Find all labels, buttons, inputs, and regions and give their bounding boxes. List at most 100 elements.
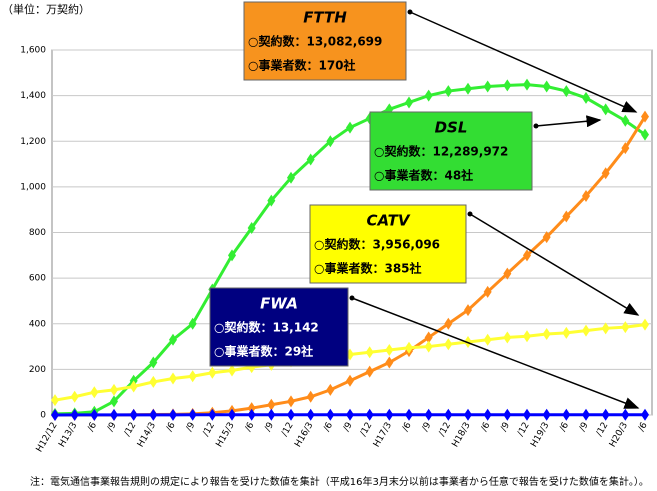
data-marker xyxy=(188,317,197,330)
data-marker xyxy=(306,153,315,166)
annotation-box xyxy=(209,287,349,367)
data-marker xyxy=(228,408,236,421)
data-marker xyxy=(641,408,649,421)
annotation: FTTH ○契約数：13,082,699 ○事業者数：170社 xyxy=(243,1,638,113)
data-marker xyxy=(267,194,276,207)
data-marker xyxy=(405,341,413,354)
annotation-line: ○事業者数：385社 xyxy=(314,261,422,276)
x-tick-label: /12 xyxy=(516,421,532,439)
annotation-arrow xyxy=(351,297,640,409)
arrow-dot xyxy=(349,295,355,301)
annotation-title: FWA xyxy=(260,295,298,313)
data-marker xyxy=(51,394,59,407)
data-marker xyxy=(542,408,551,421)
y-tick-label: 1,200 xyxy=(20,137,46,147)
data-marker xyxy=(228,249,236,262)
x-tick-label: /6 xyxy=(86,421,99,434)
y-tick-label: 1,000 xyxy=(20,182,46,192)
annotation-title: CATV xyxy=(366,212,410,230)
data-marker xyxy=(188,408,197,421)
data-marker xyxy=(326,135,335,148)
x-tick-label: H14/3 xyxy=(136,421,158,449)
data-marker xyxy=(621,114,630,127)
data-marker xyxy=(601,167,610,180)
data-marker xyxy=(149,375,158,388)
annotation: DSL ○契約数：12,289,972 ○事業者数：48社 xyxy=(369,111,602,191)
data-marker xyxy=(110,408,118,421)
footnote: 注：電気通信事業報告規則の規定により報告を受けた数値を集計（平成16年3月末分以… xyxy=(30,475,649,488)
data-marker xyxy=(346,408,354,421)
x-tick-label: H17/3 xyxy=(372,421,394,449)
data-marker xyxy=(483,285,492,298)
annotation-line: ○契約数：13,082,699 xyxy=(248,34,382,49)
data-marker xyxy=(503,79,512,92)
x-tick-label: /12 xyxy=(201,421,217,439)
data-marker xyxy=(51,408,59,421)
y-tick-label: 400 xyxy=(29,319,46,329)
x-tick-label: /9 xyxy=(499,421,512,434)
data-marker xyxy=(129,380,138,393)
data-marker xyxy=(582,91,590,104)
data-marker xyxy=(149,356,158,369)
data-marker xyxy=(326,408,335,421)
data-marker xyxy=(365,365,374,378)
data-marker xyxy=(444,408,453,421)
data-marker xyxy=(208,408,217,421)
unit-label: （単位：万契約） xyxy=(2,2,90,16)
x-tick-label: /6 xyxy=(243,421,256,434)
data-marker xyxy=(267,398,276,411)
data-marker xyxy=(267,408,276,421)
y-tick-label: 0 xyxy=(40,411,46,421)
data-marker xyxy=(483,80,492,93)
x-tick-label: /12 xyxy=(123,421,139,439)
data-marker xyxy=(483,408,492,421)
data-marker xyxy=(562,85,571,98)
data-marker xyxy=(287,171,295,184)
annotation: CATV ○契約数：3,956,096 ○事業者数：385社 xyxy=(309,204,640,316)
data-marker xyxy=(287,408,295,421)
x-tick-label: /6 xyxy=(637,421,650,434)
x-tick-label: /6 xyxy=(558,421,571,434)
data-marker xyxy=(542,328,551,341)
data-marker xyxy=(621,142,630,155)
annotation-title: DSL xyxy=(435,119,468,137)
data-marker xyxy=(503,267,512,280)
annotation-line: ○事業者数：170社 xyxy=(248,58,356,73)
x-tick-label: /6 xyxy=(479,421,492,434)
data-marker xyxy=(306,390,315,403)
y-tick-label: 1,600 xyxy=(20,46,46,56)
x-tick-label: /12 xyxy=(437,421,453,439)
data-marker xyxy=(542,80,551,93)
annotation-box xyxy=(369,111,533,191)
x-tick-label: /12 xyxy=(595,421,611,439)
data-marker xyxy=(562,326,571,339)
annotation-title: FTTH xyxy=(303,9,347,27)
arrow-dot xyxy=(533,123,539,129)
data-marker xyxy=(90,386,99,399)
data-marker xyxy=(523,408,531,421)
annotation-box xyxy=(309,204,467,284)
x-tick-label: H13/3 xyxy=(57,421,79,449)
x-tick-label: /9 xyxy=(263,421,276,434)
annotation: FWA ○契約数：13,142 ○事業者数：29社 xyxy=(209,287,640,409)
x-tick-label: H12/12 xyxy=(35,421,60,454)
data-marker xyxy=(346,374,354,387)
data-marker xyxy=(90,408,99,421)
data-marker xyxy=(444,317,453,330)
data-marker xyxy=(70,408,79,421)
annotation-arrow xyxy=(469,213,640,316)
data-marker xyxy=(523,78,531,91)
data-marker xyxy=(385,343,394,356)
data-marker xyxy=(641,318,649,331)
annotation-line: ○事業者数：29社 xyxy=(214,344,313,359)
x-tick-label: /9 xyxy=(420,421,433,434)
x-tick-label: /12 xyxy=(280,421,296,439)
data-marker xyxy=(365,346,374,359)
arrow-dot xyxy=(467,211,473,217)
data-marker xyxy=(503,331,512,344)
data-marker xyxy=(621,408,630,421)
data-marker xyxy=(110,395,118,408)
annotation-arrow xyxy=(535,115,602,128)
data-marker xyxy=(523,249,531,262)
